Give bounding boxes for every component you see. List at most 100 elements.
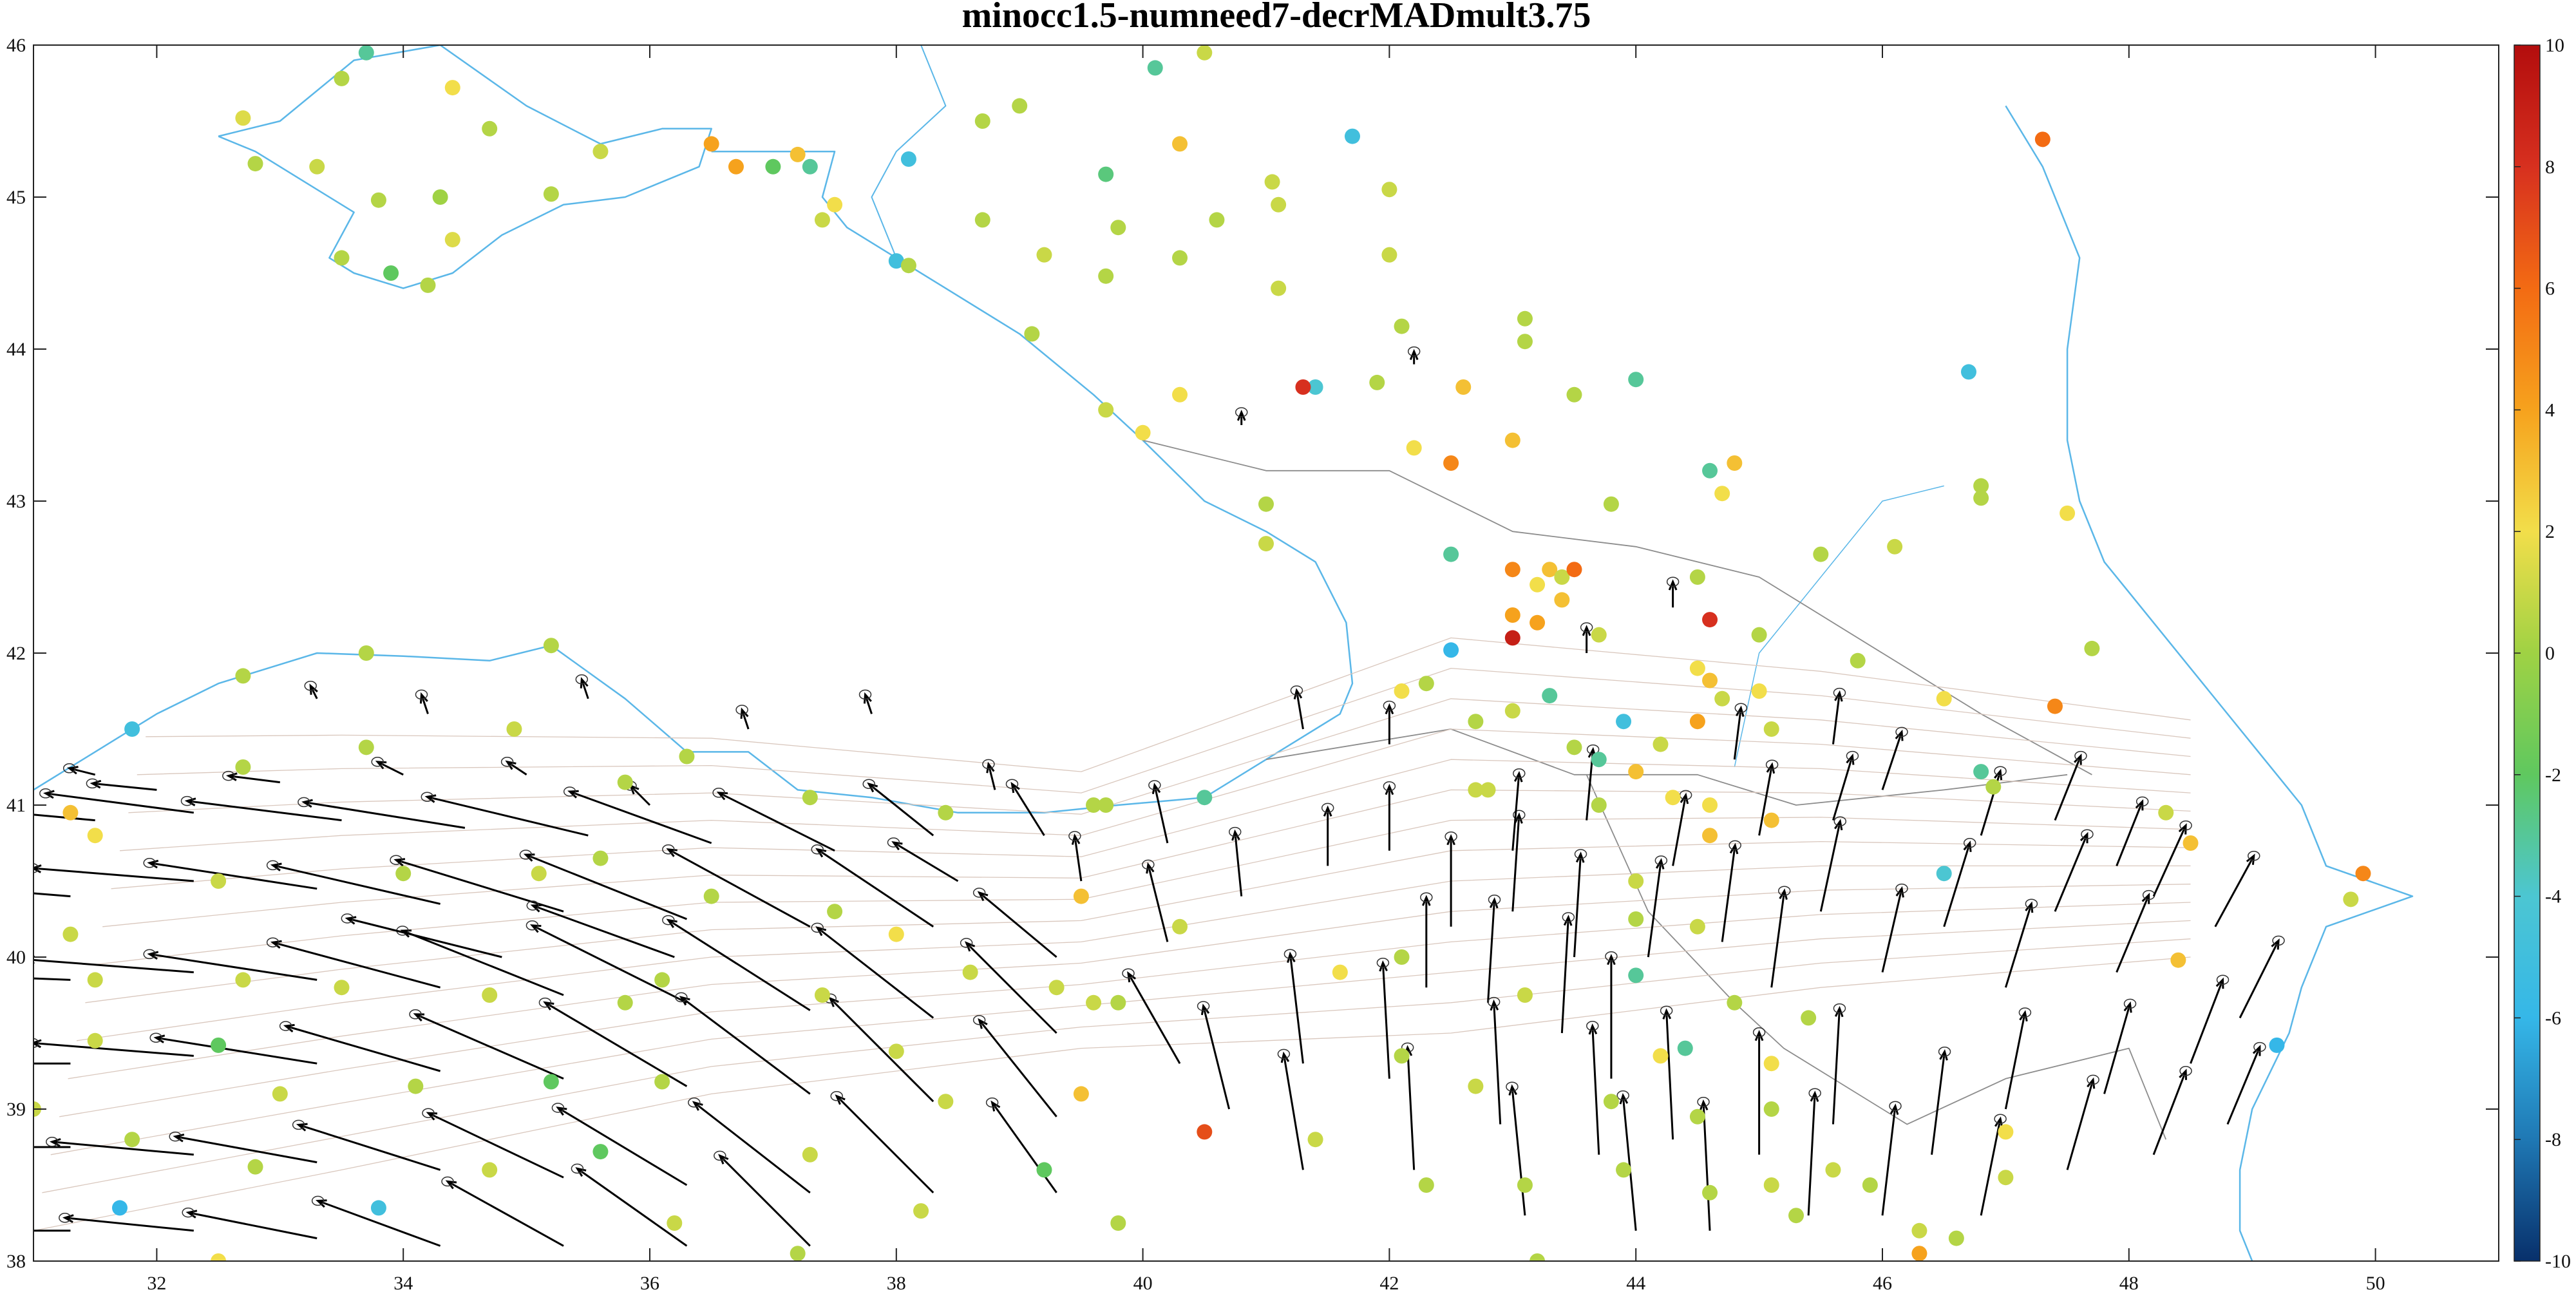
velocity-vector	[718, 792, 835, 852]
station-marker	[1024, 326, 1040, 342]
error-ellipse	[1666, 576, 1680, 587]
station-marker	[1727, 455, 1743, 471]
station-marker	[2355, 866, 2371, 882]
station-marker	[1530, 614, 1546, 631]
station-marker	[1110, 220, 1126, 236]
velocity-vector	[377, 761, 404, 776]
x-tick-label: 38	[887, 1273, 906, 1292]
colorbar-tick-label: 6	[2545, 278, 2555, 299]
station-marker	[1689, 660, 1705, 676]
error-ellipse	[298, 797, 310, 808]
station-marker	[1973, 478, 1989, 494]
error-ellipse	[1765, 759, 1779, 770]
station-marker	[1813, 546, 1829, 562]
station-marker	[1542, 562, 1558, 578]
velocity-arrowhead	[1379, 960, 1388, 972]
station-marker	[1480, 782, 1496, 798]
error-ellipse	[2248, 851, 2260, 861]
velocity-vector	[2116, 895, 2150, 973]
station-marker	[247, 156, 263, 172]
error-ellipse	[1734, 703, 1748, 713]
velocity-vector	[421, 694, 429, 714]
error-ellipse	[2081, 829, 2094, 839]
velocity-vector	[693, 1101, 811, 1193]
station-marker	[1517, 987, 1533, 1003]
error-ellipse	[526, 900, 540, 911]
velocity-arrowhead	[1287, 951, 1296, 964]
velocity-vector	[303, 801, 466, 829]
velocity-arrowhead	[1680, 792, 1689, 804]
velocity-arrowhead	[1575, 851, 1585, 863]
error-ellipse	[972, 1015, 986, 1025]
error-ellipse	[811, 922, 824, 933]
velocity-arrowhead	[2252, 1045, 2261, 1056]
fault-line	[76, 865, 2191, 1041]
station-marker	[2060, 505, 2076, 521]
station-marker	[1258, 536, 1274, 552]
error-ellipse	[62, 763, 76, 774]
station-marker	[1936, 690, 1952, 707]
station-marker	[1264, 174, 1280, 190]
station-marker	[617, 774, 633, 790]
velocity-arrowhead	[1280, 1051, 1290, 1063]
station-marker	[974, 212, 990, 228]
station-marker	[1985, 779, 2002, 795]
error-ellipse	[222, 770, 235, 781]
error-ellipse	[46, 1137, 59, 1147]
station-marker	[1135, 424, 1151, 441]
velocity-arrowhead	[1010, 781, 1020, 793]
station-marker	[1172, 386, 1188, 403]
velocity-arrowhead	[1385, 783, 1394, 795]
station-marker	[1307, 379, 1323, 395]
crimea-coastline	[218, 45, 712, 289]
station-marker	[1948, 1230, 1964, 1246]
y-tick-label: 41	[6, 795, 26, 816]
velocity-arrowhead	[1779, 888, 1788, 900]
velocity-arrowhead	[1385, 703, 1394, 715]
error-ellipse	[1846, 750, 1859, 761]
velocity-vector	[64, 1217, 194, 1232]
station-marker	[1689, 569, 1705, 585]
velocity-vector	[1980, 1118, 2002, 1216]
river-kura	[1734, 485, 1944, 768]
velocity-vector	[1672, 795, 1687, 866]
station-marker	[1677, 1040, 1693, 1056]
velocity-vector	[272, 864, 440, 905]
velocity-arrowhead	[1421, 895, 1431, 906]
velocity-arrowhead	[1127, 971, 1137, 983]
velocity-arrowhead	[2087, 1077, 2096, 1089]
station-marker	[1616, 714, 1632, 730]
station-marker	[790, 146, 806, 162]
station-marker	[888, 926, 904, 942]
station-marker	[62, 804, 79, 821]
velocity-vector	[1295, 690, 1304, 730]
velocity-vector	[228, 775, 280, 784]
error-ellipse	[982, 759, 995, 770]
station-marker	[1418, 1177, 1434, 1193]
velocity-arrowhead	[1582, 625, 1591, 636]
station-marker	[211, 873, 227, 889]
x-tick-label: 46	[1873, 1273, 1892, 1292]
station-marker	[408, 1078, 424, 1094]
error-ellipse	[1513, 810, 1526, 820]
station-marker	[211, 1037, 227, 1053]
velocity-vector	[285, 1025, 441, 1072]
velocity-arrowhead	[1151, 783, 1161, 795]
error-ellipse	[2272, 935, 2285, 946]
y-tick-label: 42	[6, 643, 26, 664]
velocity-vector	[1202, 1005, 1231, 1110]
velocity-vector	[1702, 1101, 1711, 1231]
velocity-arrowhead	[1619, 1092, 1629, 1105]
velocity-arrowhead	[1323, 805, 1332, 817]
station-marker	[124, 721, 140, 737]
station-marker	[592, 144, 609, 160]
station-marker	[1147, 60, 1163, 76]
error-ellipse	[415, 689, 428, 700]
velocity-vector	[149, 862, 317, 890]
error-ellipse	[985, 1097, 999, 1108]
velocity-vector	[1234, 831, 1243, 897]
velocity-vector	[978, 891, 1057, 958]
error-ellipse	[960, 938, 973, 948]
station-marker	[1197, 790, 1213, 806]
station-marker	[1504, 607, 1520, 623]
